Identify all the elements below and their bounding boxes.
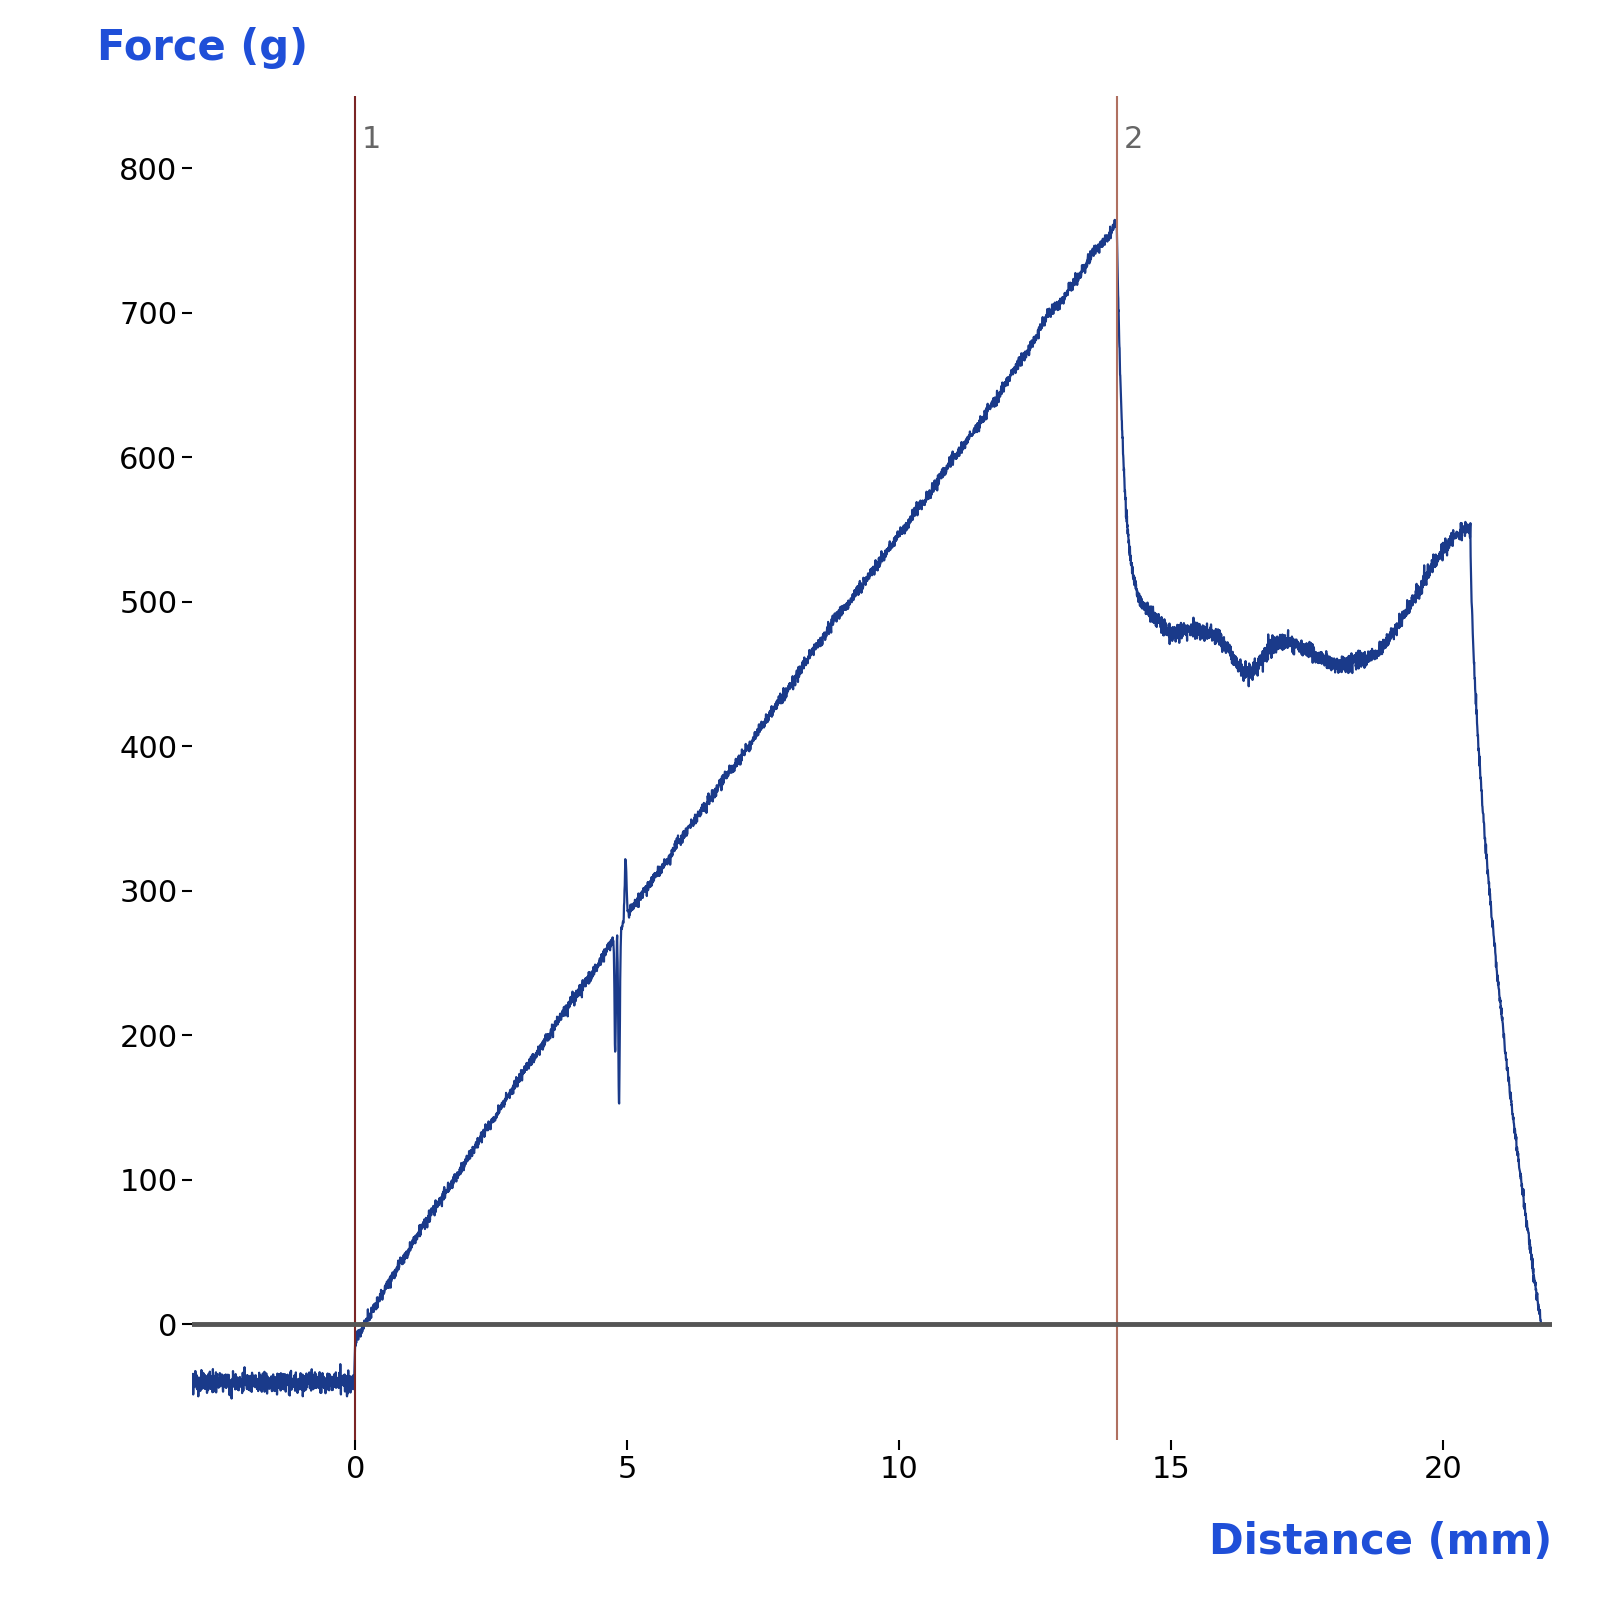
Text: 1: 1 bbox=[362, 125, 381, 154]
Text: Distance (mm): Distance (mm) bbox=[1208, 1520, 1552, 1563]
Text: 2: 2 bbox=[1123, 125, 1142, 154]
Text: Force (g): Force (g) bbox=[96, 27, 307, 69]
